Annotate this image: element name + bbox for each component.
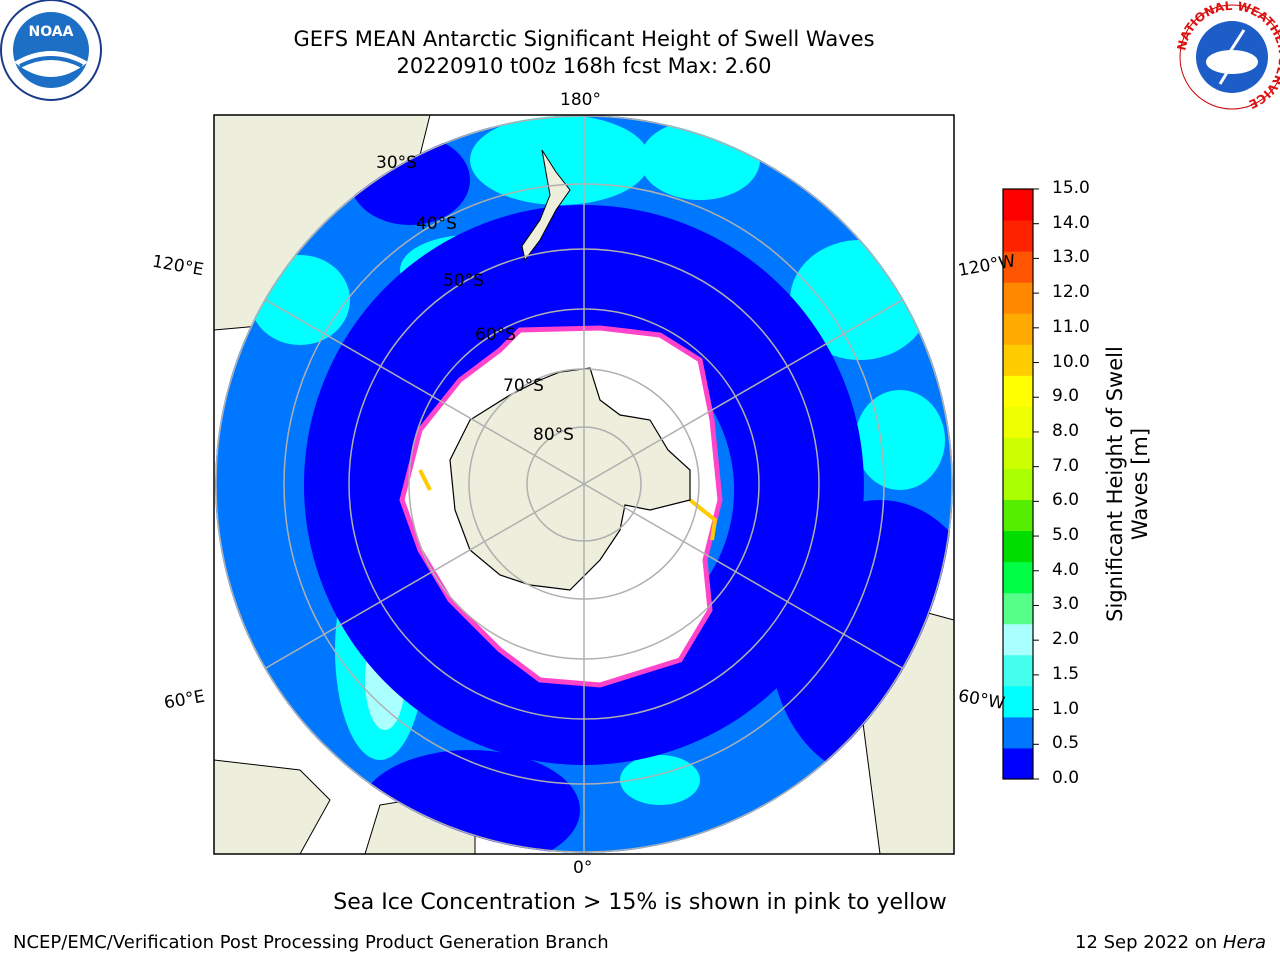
colorbar-band xyxy=(1003,468,1033,501)
footer-branch: NCEP/EMC/Verification Post Processing Pr… xyxy=(13,932,609,953)
lat-label-70s: 70°S xyxy=(503,376,544,396)
colorbar-band xyxy=(1003,313,1033,345)
colorbar-tick-label: 11.0 xyxy=(1052,316,1090,337)
sea-ice-note: Sea Ice Concentration > 15% is shown in … xyxy=(333,890,947,915)
colorbar-band xyxy=(1003,189,1033,221)
map-frame xyxy=(213,114,955,855)
chart-subtitle: 20220910 t00z 168h fcst Max: 2.60 xyxy=(396,54,772,78)
antarctica xyxy=(449,367,691,591)
lat-label-50s: 50°S xyxy=(443,271,484,291)
colorbar-tick-label: 14.0 xyxy=(1052,212,1090,233)
colorbar-band xyxy=(1003,344,1033,376)
colorbar-frame xyxy=(1002,188,1034,780)
lat-label-30s: 30°S xyxy=(376,153,417,173)
colorbar-label: Significant Height of Swell Waves [m] xyxy=(1103,346,1152,622)
antarctic-map xyxy=(214,115,954,854)
colorbar-tick-label: 15.0 xyxy=(1052,178,1090,198)
footer-date: 12 Sep 2022 on Hera xyxy=(1075,932,1266,953)
colorbar-band xyxy=(1003,251,1033,283)
colorbar-band xyxy=(1003,623,1033,656)
colorbar-tick-label: 13.0 xyxy=(1052,247,1090,268)
noaa-logo-text: NOAA xyxy=(29,24,74,40)
colorbar-band xyxy=(1003,747,1033,780)
colorbar-band xyxy=(1003,375,1033,407)
colorbar-band xyxy=(1003,437,1033,469)
lat-label-40s: 40°S xyxy=(416,214,457,234)
colorbar-tick-label: 6.0 xyxy=(1052,490,1080,511)
colorbar xyxy=(1002,188,1039,780)
chart-title: GEFS MEAN Antarctic Significant Height o… xyxy=(293,27,875,51)
colorbar-band xyxy=(1003,282,1033,314)
colorbar-band xyxy=(1003,592,1033,625)
colorbar-tick-label: 12.0 xyxy=(1052,282,1090,303)
colorbar-tick-label: 10.0 xyxy=(1052,351,1090,372)
colorbar-band xyxy=(1003,220,1033,252)
noaa-logo: NOAA xyxy=(0,0,102,101)
colorbar-tick-label: 2.0 xyxy=(1052,629,1080,650)
colorbar-band xyxy=(1003,406,1033,438)
colorbar-tick-label: 3.0 xyxy=(1052,594,1080,615)
colorbar-tick-label: 1.0 xyxy=(1052,698,1080,719)
colorbar-tick-label: 5.0 xyxy=(1052,525,1080,546)
colorbar-tick-label: 8.0 xyxy=(1052,420,1080,441)
nws-logo: NATIONAL WEATHER SERVICE xyxy=(1174,0,1280,111)
colorbar-band xyxy=(1003,716,1033,749)
colorbar-tick-label: 7.0 xyxy=(1052,455,1080,476)
lon-label-180: 180° xyxy=(560,90,601,110)
colorbar-band xyxy=(1003,530,1033,563)
lon-label-0: 0° xyxy=(573,858,593,878)
colorbar-tick-label: 1.5 xyxy=(1052,663,1080,684)
colorbar-band xyxy=(1003,561,1033,594)
footer-date-text: 12 Sep 2022 on xyxy=(1075,932,1223,953)
graticule xyxy=(215,115,953,853)
footer-host: Hera xyxy=(1222,932,1266,953)
colorbar-band xyxy=(1003,685,1033,718)
colorbar-band xyxy=(1003,499,1033,532)
lat-label-80s: 80°S xyxy=(533,425,574,445)
colorbar-tick-label: 9.0 xyxy=(1052,386,1080,407)
colorbar-tick-label: 0.0 xyxy=(1052,768,1080,788)
lat-label-60s: 60°S xyxy=(475,325,516,345)
colorbar-band xyxy=(1003,654,1033,687)
colorbar-tick-label: 0.5 xyxy=(1052,733,1080,754)
colorbar-tick-label: 4.0 xyxy=(1052,559,1080,580)
